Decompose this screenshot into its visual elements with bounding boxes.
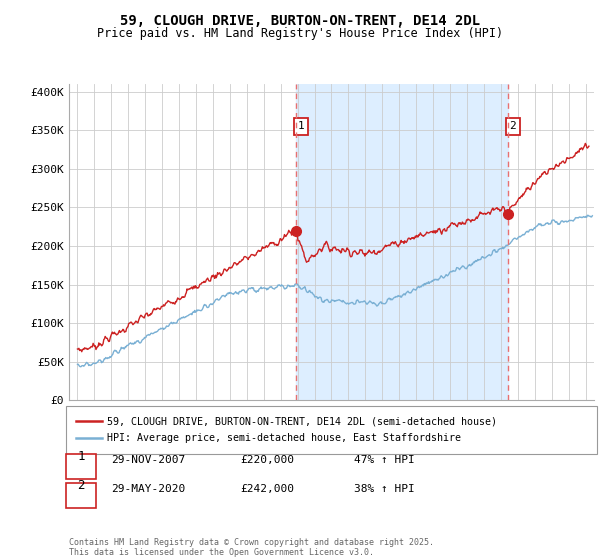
Text: 1: 1: [77, 450, 85, 463]
Text: £242,000: £242,000: [240, 484, 294, 494]
Text: 2: 2: [77, 479, 85, 492]
Text: 29-MAY-2020: 29-MAY-2020: [111, 484, 185, 494]
Text: 59, CLOUGH DRIVE, BURTON-ON-TRENT, DE14 2DL: 59, CLOUGH DRIVE, BURTON-ON-TRENT, DE14 …: [120, 14, 480, 28]
Text: £220,000: £220,000: [240, 455, 294, 465]
Text: 2: 2: [509, 122, 516, 132]
Text: 47% ↑ HPI: 47% ↑ HPI: [354, 455, 415, 465]
Text: HPI: Average price, semi-detached house, East Staffordshire: HPI: Average price, semi-detached house,…: [107, 433, 461, 443]
Text: Contains HM Land Registry data © Crown copyright and database right 2025.
This d: Contains HM Land Registry data © Crown c…: [69, 538, 434, 557]
Text: 38% ↑ HPI: 38% ↑ HPI: [354, 484, 415, 494]
Text: 59, CLOUGH DRIVE, BURTON-ON-TRENT, DE14 2DL (semi-detached house): 59, CLOUGH DRIVE, BURTON-ON-TRENT, DE14 …: [107, 416, 497, 426]
Bar: [296, 84, 508, 400]
Text: Price paid vs. HM Land Registry's House Price Index (HPI): Price paid vs. HM Land Registry's House …: [97, 27, 503, 40]
Text: 1: 1: [298, 122, 305, 132]
Text: 29-NOV-2007: 29-NOV-2007: [111, 455, 185, 465]
